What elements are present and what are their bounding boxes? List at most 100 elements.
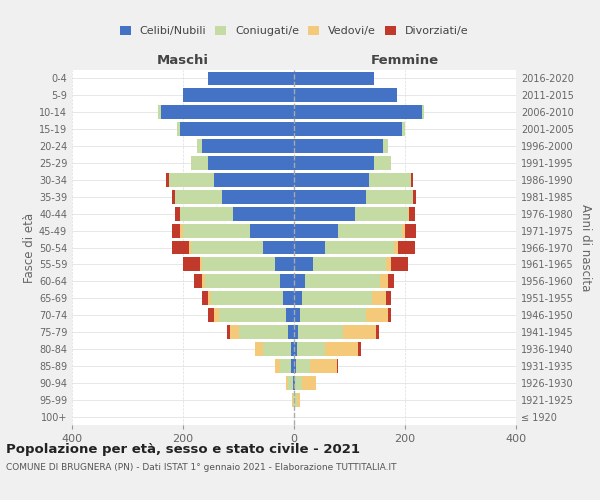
Y-axis label: Anni di nascita: Anni di nascita [579, 204, 592, 291]
Bar [402, 122, 405, 136]
Bar [172, 240, 188, 254]
Bar [263, 240, 294, 254]
Bar [410, 173, 413, 187]
Bar [219, 308, 286, 322]
Bar [402, 224, 405, 237]
Bar [376, 325, 379, 339]
Bar [294, 258, 313, 272]
Bar [293, 376, 294, 390]
Bar [405, 224, 416, 237]
Text: Maschi: Maschi [157, 54, 209, 66]
Bar [239, 325, 289, 339]
Bar [286, 308, 294, 322]
Bar [366, 190, 413, 203]
Bar [202, 139, 294, 153]
Bar [383, 139, 388, 153]
Bar [286, 376, 289, 390]
Text: COMUNE DI BRUGNERA (PN) - Dati ISTAT 1° gennaio 2021 - Elaborazione TUTTITALIA.I: COMUNE DI BRUGNERA (PN) - Dati ISTAT 1° … [6, 462, 397, 471]
Bar [280, 359, 291, 373]
Y-axis label: Fasce di età: Fasce di età [23, 212, 36, 282]
Bar [178, 122, 180, 136]
Bar [297, 392, 299, 406]
Bar [180, 207, 233, 220]
Bar [305, 274, 380, 288]
Bar [214, 308, 219, 322]
Bar [211, 292, 283, 305]
Bar [409, 207, 415, 220]
Bar [233, 207, 294, 220]
Bar [296, 359, 310, 373]
Bar [343, 325, 376, 339]
Bar [294, 106, 422, 119]
Bar [310, 359, 337, 373]
Bar [197, 139, 202, 153]
Text: Popolazione per età, sesso e stato civile - 2021: Popolazione per età, sesso e stato civil… [6, 442, 360, 456]
Bar [325, 240, 394, 254]
Bar [250, 224, 294, 237]
Bar [302, 292, 372, 305]
Bar [325, 342, 358, 356]
Bar [294, 342, 297, 356]
Bar [263, 342, 291, 356]
Legend: Celibi/Nubili, Coniugati/e, Vedovi/e, Divorziati/e: Celibi/Nubili, Coniugati/e, Vedovi/e, Di… [116, 22, 472, 40]
Bar [214, 173, 294, 187]
Bar [294, 173, 369, 187]
Bar [422, 106, 424, 119]
Bar [294, 325, 298, 339]
Bar [413, 190, 416, 203]
Bar [169, 173, 214, 187]
Bar [374, 156, 391, 170]
Bar [294, 122, 402, 136]
Bar [275, 258, 294, 272]
Bar [188, 240, 191, 254]
Bar [294, 308, 299, 322]
Bar [166, 173, 169, 187]
Bar [208, 292, 211, 305]
Bar [380, 274, 388, 288]
Bar [191, 156, 208, 170]
Bar [294, 359, 296, 373]
Bar [200, 258, 202, 272]
Bar [294, 190, 366, 203]
Bar [172, 190, 175, 203]
Bar [337, 359, 338, 373]
Bar [205, 274, 280, 288]
Bar [294, 72, 374, 86]
Bar [183, 224, 250, 237]
Bar [295, 376, 302, 390]
Bar [294, 156, 374, 170]
Bar [180, 224, 183, 237]
Bar [208, 308, 214, 322]
Bar [280, 274, 294, 288]
Bar [391, 258, 408, 272]
Bar [293, 392, 294, 406]
Text: Femmine: Femmine [371, 54, 439, 66]
Bar [388, 308, 391, 322]
Bar [372, 292, 386, 305]
Bar [299, 308, 366, 322]
Bar [369, 173, 410, 187]
Bar [180, 122, 294, 136]
Bar [294, 292, 302, 305]
Bar [283, 292, 294, 305]
Bar [172, 224, 180, 237]
Bar [294, 274, 305, 288]
Bar [294, 240, 325, 254]
Bar [297, 342, 325, 356]
Bar [386, 258, 391, 272]
Bar [294, 224, 338, 237]
Bar [294, 139, 383, 153]
Bar [202, 292, 208, 305]
Bar [386, 292, 391, 305]
Bar [294, 376, 295, 390]
Bar [183, 258, 200, 272]
Bar [358, 342, 361, 356]
Bar [366, 308, 388, 322]
Bar [355, 207, 408, 220]
Bar [302, 376, 316, 390]
Bar [175, 207, 180, 220]
Bar [289, 325, 294, 339]
Bar [255, 342, 263, 356]
Bar [294, 207, 355, 220]
Bar [208, 156, 294, 170]
